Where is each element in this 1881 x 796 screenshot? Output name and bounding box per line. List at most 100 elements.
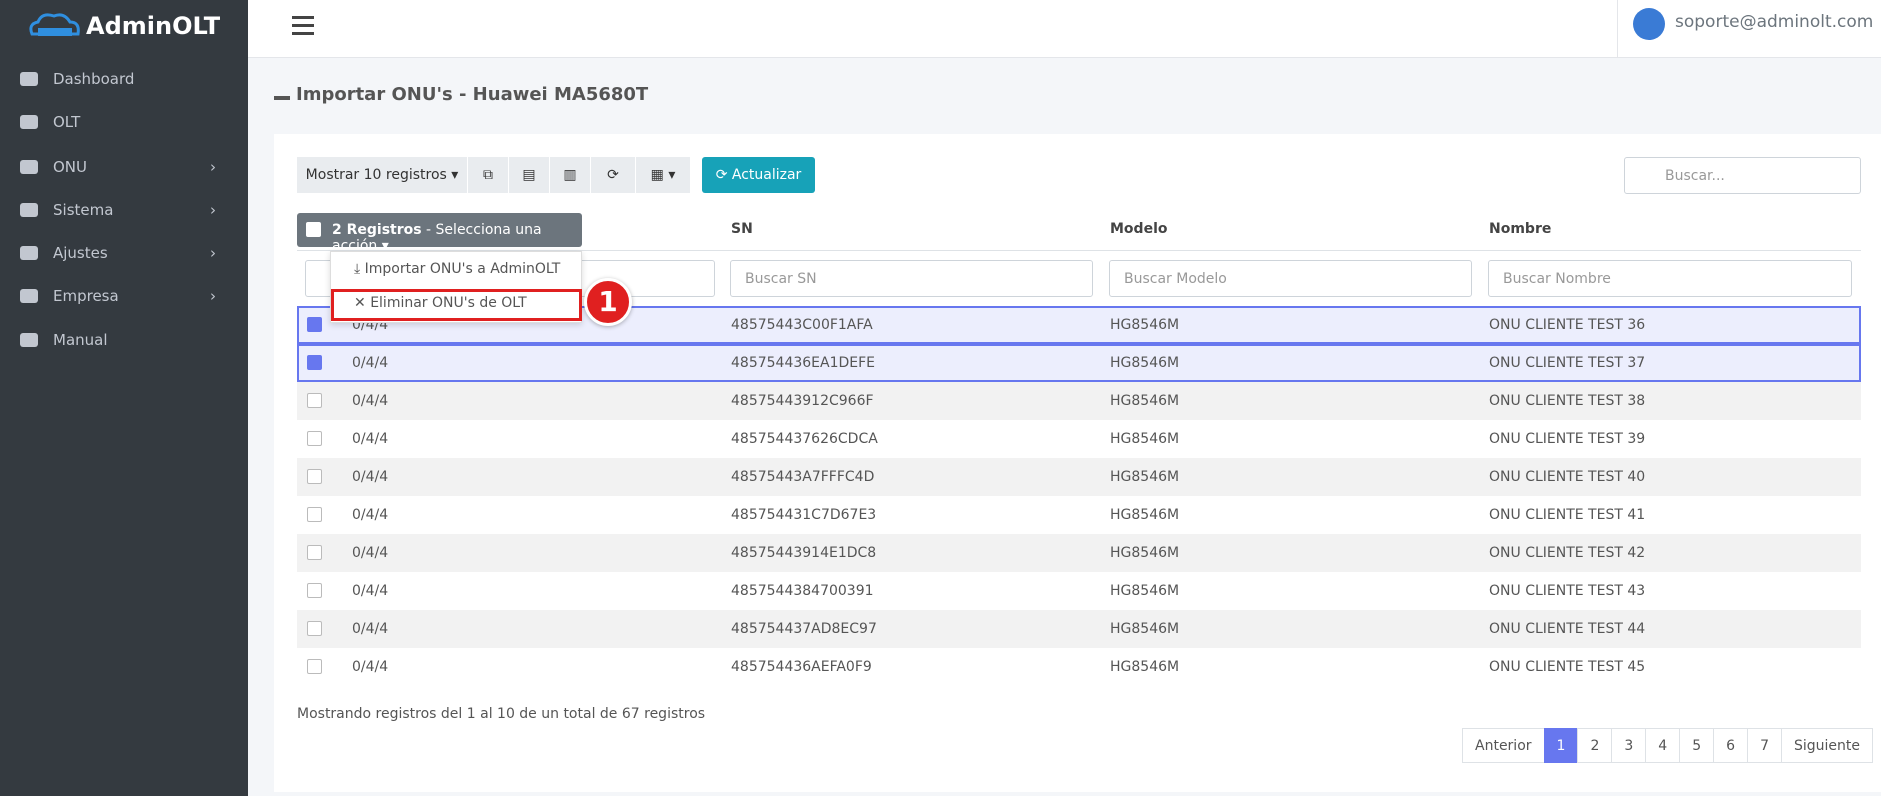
cell: ONU CLIENTE TEST 40 [1489,469,1646,485]
cell: 0/4/4 [352,393,389,409]
excel-button[interactable]: ▤ [509,157,549,193]
download-icon [274,84,290,100]
dropdown-item-label: Importar ONU's a AdminOLT [364,261,561,277]
selection-button[interactable]: 2 Registros - Selecciona una acción ▾ [297,213,582,254]
cell: HG8546M [1110,583,1180,599]
sidebar-item[interactable]: OLT [0,102,248,142]
table-row[interactable] [297,648,1861,686]
sidebar-item[interactable]: Ajustes › [0,233,248,273]
page-length-label: Mostrar 10 registros [305,167,447,183]
cell: ONU CLIENTE TEST 36 [1489,317,1646,333]
cell: 0/4/4 [352,355,389,371]
cell: HG8546M [1110,317,1180,333]
header-border [297,250,1861,251]
cell: ONU CLIENTE TEST 41 [1489,507,1646,523]
pdf-button[interactable]: ▥ [550,157,590,193]
cell: 485754437AD8EC97 [731,621,877,637]
page-button[interactable]: 7 [1747,728,1782,763]
sidebar-item[interactable]: Dashboard [0,59,248,99]
page-button[interactable]: 1 [1543,728,1579,763]
page-button[interactable]: 5 [1679,728,1715,763]
search-placeholder: Buscar... [1665,168,1725,184]
logo-icon [29,13,80,36]
page-button[interactable]: 3 [1611,728,1647,763]
page-length-button[interactable]: Mostrar 10 registros ▾ [297,157,467,193]
sidebar-item[interactable]: Sistema › [0,190,248,230]
table-row[interactable] [297,458,1861,496]
cell: 48575443A7FFFC4D [731,469,875,485]
row-checkbox[interactable] [307,659,322,674]
table-row[interactable] [297,610,1861,648]
column-filter[interactable]: Buscar Nombre [1488,260,1852,297]
page-title: Importar ONU's - Huawei MA5680T [274,84,648,105]
refresh-button[interactable]: ⟳ Actualizar [702,157,815,193]
sidebar-icon [20,203,38,217]
column-header: Modelo [1110,221,1168,237]
column-header: SN [731,221,753,237]
cell: HG8546M [1110,355,1180,371]
sidebar-label: Dashboard [53,70,135,88]
cell: 0/4/4 [352,659,389,675]
column-filter[interactable]: Buscar SN [730,260,1093,297]
dropdown-item[interactable]: ⤓ Importar ONU's a AdminOLT [354,261,561,277]
dropdown-item[interactable]: ✕ Eliminar ONU's de OLT [354,295,527,311]
sidebar-icon [20,246,38,260]
table-row[interactable] [297,382,1861,420]
copy-button[interactable]: ⧉ [468,157,508,193]
row-checkbox[interactable] [307,545,322,560]
cell: ONU CLIENTE TEST 39 [1489,431,1646,447]
cell: HG8546M [1110,545,1180,561]
search-input[interactable]: Buscar... [1624,157,1861,194]
cell: 0/4/4 [352,431,389,447]
cell: 48575443912C966F [731,393,874,409]
row-checkbox[interactable] [307,431,322,446]
divider [1617,0,1618,58]
sidebar-label: Manual [53,331,108,349]
page-button[interactable]: 2 [1577,728,1613,763]
sidebar-item[interactable]: Manual [0,320,248,360]
sidebar: AdminOLT Dashboard OLT ONU › Sistema › Ajustes… [0,0,248,796]
cell: 485754431C7D67E3 [731,507,877,523]
dropdown-item-label: Eliminar ONU's de OLT [370,295,527,311]
cell: ONU CLIENTE TEST 45 [1489,659,1646,675]
columns-button[interactable]: ▦ ▾ [636,157,690,193]
cell: HG8546M [1110,507,1180,523]
dropdown-menu [330,251,582,323]
row-checkbox[interactable] [307,317,322,332]
row-checkbox[interactable] [307,621,322,636]
selection-action: - Selecciona una acción [332,222,542,254]
row-checkbox[interactable] [307,583,322,598]
sidebar-item[interactable]: Empresa › [0,276,248,316]
table-row[interactable] [297,534,1861,572]
select-all-checkbox[interactable] [306,222,321,237]
page-button[interactable]: Siguiente [1780,728,1873,763]
info-text: Mostrando registros del 1 al 10 de un to… [297,706,706,722]
sidebar-icon [20,115,38,129]
chevron: › [210,287,216,305]
table-row[interactable] [297,572,1861,610]
table-row[interactable] [297,344,1861,382]
row-checkbox[interactable] [307,355,322,370]
page-title-text: Importar ONU's - Huawei MA5680T [296,84,649,105]
cell: 4857544384700391 [731,583,874,599]
row-checkbox[interactable] [307,393,322,408]
sidebar-item[interactable]: ONU › [0,147,248,187]
sidebar-icon [20,72,38,86]
row-checkbox[interactable] [307,507,322,522]
table-row[interactable] [297,496,1861,534]
page-button[interactable]: Anterior [1462,728,1545,763]
user-email[interactable]: soporte@adminolt.com [1675,12,1874,32]
cell: 48575443914E1DC8 [731,545,877,561]
page-button[interactable]: 4 [1645,728,1681,763]
column-filter[interactable]: Buscar Modelo [1109,260,1472,297]
cell: 0/4/4 [352,545,389,561]
reload-button[interactable]: ⟳ [591,157,635,193]
sidebar-icon [20,160,38,174]
menu-toggle[interactable] [292,16,314,19]
row-checkbox[interactable] [307,469,322,484]
page-button[interactable]: 6 [1713,728,1749,763]
sidebar-icon [20,333,38,347]
column-header: Nombre [1489,221,1552,237]
table-row[interactable] [297,420,1861,458]
